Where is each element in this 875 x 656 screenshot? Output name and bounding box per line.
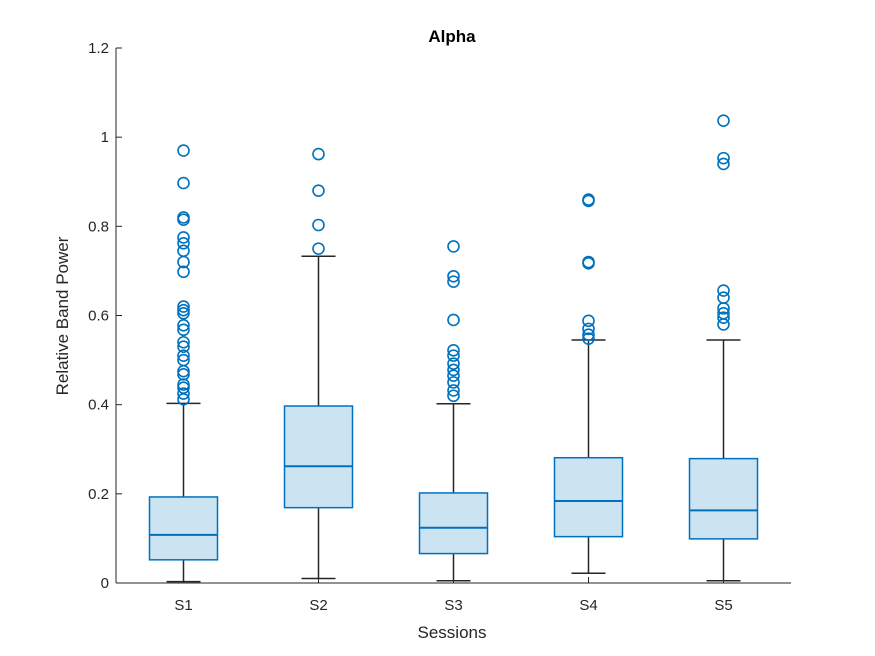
outlier-point xyxy=(447,376,460,389)
outlier-point xyxy=(177,335,190,349)
outlier-point xyxy=(717,284,730,297)
outlier-point xyxy=(582,328,595,341)
outlier-point xyxy=(177,306,190,320)
box xyxy=(418,492,489,555)
y-tick-label: 1.2 xyxy=(88,40,109,57)
outlier-point xyxy=(447,389,460,403)
outlier-point xyxy=(312,184,325,197)
outlier-point xyxy=(177,303,190,317)
outlier-point xyxy=(447,269,460,283)
x-tick-label: S1 xyxy=(174,597,192,614)
outlier-point xyxy=(177,364,190,378)
outlier-point xyxy=(447,357,460,370)
y-tick-label: 0.2 xyxy=(88,486,109,503)
outlier-point xyxy=(312,242,325,255)
outlier-point xyxy=(177,255,190,269)
outlier-point xyxy=(447,384,460,397)
outlier-point xyxy=(717,291,730,304)
outlier-point xyxy=(717,114,730,127)
outlier-point xyxy=(447,275,460,288)
outlier-point xyxy=(447,349,460,362)
outlier-point xyxy=(177,236,190,250)
outlier-point xyxy=(717,157,730,171)
chart-title: Alpha xyxy=(428,27,476,46)
outlier-point xyxy=(312,218,325,232)
outlier-point xyxy=(447,369,460,382)
outlier-point xyxy=(582,322,595,336)
box xyxy=(283,405,354,509)
y-tick-label: 0.4 xyxy=(88,397,109,414)
outlier-point xyxy=(717,302,730,315)
x-axis-label: Sessions xyxy=(418,623,487,642)
y-axis-label: Relative Band Power xyxy=(53,236,72,395)
outlier-point xyxy=(177,349,190,362)
outlier-point xyxy=(312,147,325,161)
x-tick-label: S3 xyxy=(444,597,462,614)
outlier-point xyxy=(582,332,595,345)
outlier-point xyxy=(717,318,730,331)
outlier-point xyxy=(447,313,460,327)
outlier-point xyxy=(447,240,460,253)
box xyxy=(688,457,759,540)
outlier-point xyxy=(177,213,190,226)
outlier-point xyxy=(582,194,595,208)
outlier-point xyxy=(717,311,730,325)
outlier-point xyxy=(177,340,190,354)
outlier-point xyxy=(177,265,190,279)
outlier-point xyxy=(177,378,190,391)
outlier-point xyxy=(177,244,190,258)
outlier-point xyxy=(177,144,190,157)
box xyxy=(553,456,624,538)
y-tick-label: 0.6 xyxy=(88,308,109,325)
box xyxy=(148,496,219,561)
x-tick-label: S4 xyxy=(579,597,597,614)
outlier-point xyxy=(582,314,595,328)
outlier-point xyxy=(177,323,190,337)
outlier-point xyxy=(582,257,595,270)
outlier-point xyxy=(177,393,190,406)
y-tick-label: 1 xyxy=(101,129,109,146)
y-tick-label: 0 xyxy=(101,575,109,592)
y-tick-label: 0.8 xyxy=(88,218,109,235)
outlier-point xyxy=(177,231,190,244)
x-tick-label: S5 xyxy=(714,597,732,614)
outlier-point xyxy=(177,387,190,400)
outlier-point xyxy=(447,343,460,357)
x-tick-label: S2 xyxy=(309,597,327,614)
outlier-point xyxy=(177,176,190,190)
outlier-point xyxy=(717,151,730,165)
outlier-point xyxy=(447,363,460,377)
outlier-point xyxy=(177,319,190,332)
plot-area: 0 0.2 0.4 0.6 0.8 1 1.2 S1 S2 S3 S4 S5 xyxy=(88,40,791,614)
outlier-point xyxy=(177,300,190,313)
